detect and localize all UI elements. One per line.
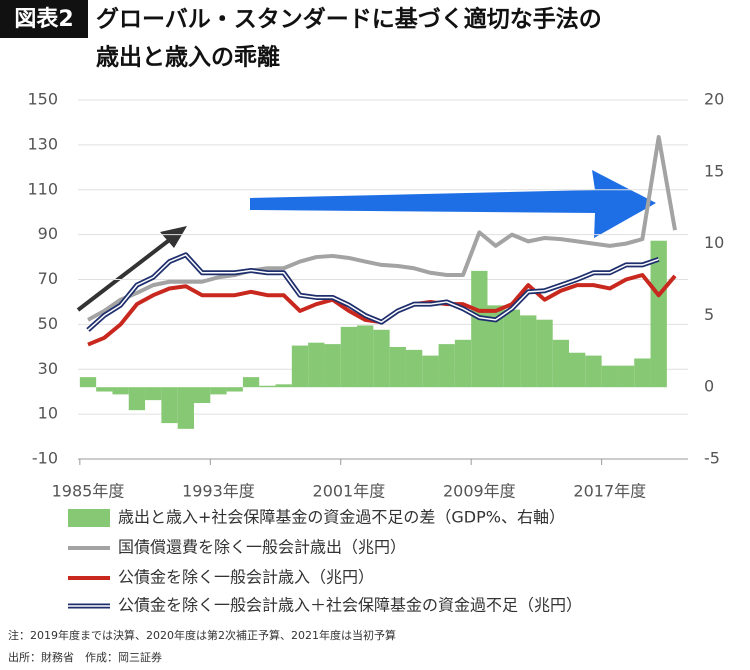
badge-box bbox=[0, 0, 88, 38]
bar bbox=[503, 309, 521, 388]
bar bbox=[438, 344, 455, 388]
bar bbox=[487, 305, 504, 388]
y-tick-label: 110 bbox=[27, 179, 58, 198]
black-arrow-shaft bbox=[76, 236, 174, 312]
bar bbox=[324, 344, 341, 388]
legend-label: 歳出と歳入+社会保障基金の資金過不足の差（GDP%、右軸） bbox=[118, 508, 565, 527]
bar bbox=[226, 387, 243, 392]
legend-swatch bbox=[68, 509, 110, 527]
bar bbox=[634, 358, 651, 388]
bar bbox=[259, 385, 276, 388]
bar bbox=[650, 240, 667, 388]
bar bbox=[308, 342, 325, 388]
y-tick-label: 30 bbox=[38, 359, 58, 378]
source: 出所：財務省 作成：岡三証券 bbox=[8, 650, 162, 664]
y-tick-label: 70 bbox=[38, 269, 58, 288]
legend-label: 公債金を除く一般会計歳入（兆円） bbox=[118, 568, 374, 587]
y2-tick-label: 0 bbox=[704, 377, 714, 396]
y-tick-label: 150 bbox=[27, 90, 58, 109]
bar bbox=[112, 387, 129, 395]
legend-label: 国債償還費を除く一般会計歳出（兆円） bbox=[118, 538, 406, 557]
bar bbox=[357, 325, 374, 388]
bar bbox=[128, 387, 146, 411]
note: 注：2019年度までは決算、2020年度は第2次補正予算、2021年度は当初予算 bbox=[8, 628, 396, 642]
y2-tick-label: -5 bbox=[704, 449, 720, 468]
bar bbox=[210, 387, 227, 395]
y2-tick-label: 5 bbox=[704, 305, 714, 324]
bar bbox=[193, 387, 211, 403]
bar bbox=[79, 377, 97, 388]
y2-tick-label: 15 bbox=[704, 161, 724, 180]
bar bbox=[177, 387, 194, 429]
bar bbox=[520, 315, 537, 388]
bar bbox=[552, 339, 570, 388]
bar bbox=[373, 329, 390, 388]
line-inner bbox=[87, 254, 659, 331]
bar bbox=[340, 326, 358, 388]
bar bbox=[471, 270, 488, 388]
x-tick-label: 2001年度 bbox=[313, 482, 386, 501]
arrows bbox=[76, 170, 656, 312]
blue-arrow bbox=[250, 170, 656, 238]
y-tick-label: 130 bbox=[27, 134, 58, 153]
line bbox=[87, 135, 677, 322]
y-tick-label: 50 bbox=[38, 314, 58, 333]
y-tick-label: 90 bbox=[38, 224, 58, 243]
x-tick-label: 2017年度 bbox=[573, 482, 646, 501]
bar bbox=[161, 387, 178, 424]
bar bbox=[536, 319, 553, 388]
chart-title: 歳出と歳入の乖離 bbox=[96, 44, 280, 71]
y-tick-label: -10 bbox=[32, 449, 58, 468]
bar bbox=[617, 365, 635, 388]
legend-label: 公債金を除く一般会計歳入＋社会保障基金の資金過不足（兆円） bbox=[118, 596, 582, 615]
y-tick-label: 10 bbox=[38, 404, 58, 423]
y2-tick-label: 10 bbox=[704, 233, 724, 252]
bar bbox=[405, 349, 423, 388]
bar bbox=[96, 387, 113, 392]
bar bbox=[389, 346, 406, 388]
x-tick-label: 1985年度 bbox=[52, 482, 125, 501]
bar bbox=[422, 355, 439, 388]
x-tick-label: 2009年度 bbox=[443, 482, 516, 501]
bar bbox=[242, 377, 260, 388]
black-arrow-head bbox=[160, 226, 187, 248]
badge: 図表2 bbox=[14, 7, 73, 32]
chart-title: グローバル・スタンダードに基づく適切な手法の bbox=[96, 6, 602, 33]
bar bbox=[275, 384, 292, 388]
bar bbox=[569, 352, 586, 388]
bar bbox=[585, 355, 602, 388]
bar bbox=[291, 345, 309, 388]
bar bbox=[145, 387, 162, 401]
x-tick-label: 1993年度 bbox=[182, 482, 255, 501]
bar bbox=[454, 339, 472, 388]
y2-tick-label: 20 bbox=[704, 90, 724, 109]
bar bbox=[601, 365, 618, 388]
